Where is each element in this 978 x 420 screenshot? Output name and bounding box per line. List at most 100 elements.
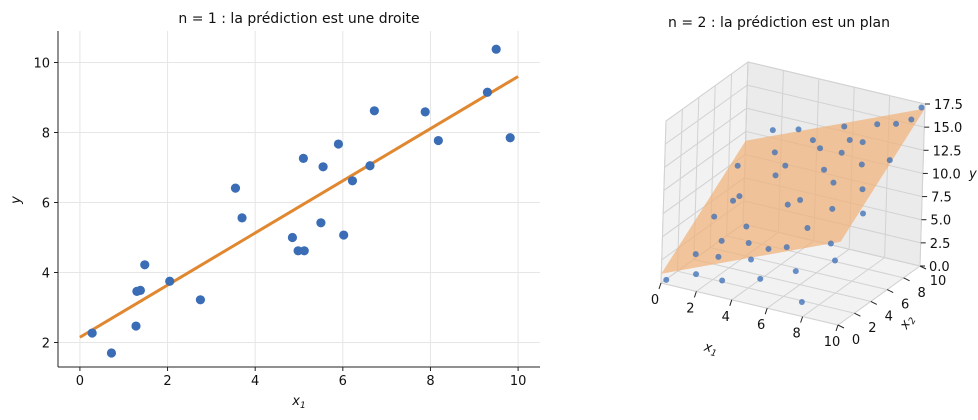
data-point xyxy=(318,162,328,172)
data-point xyxy=(87,328,97,338)
y-tick-label: 0.0 xyxy=(929,260,950,275)
data-point xyxy=(859,186,866,193)
chart-3d-plane xyxy=(661,108,925,274)
grid-line xyxy=(665,61,749,122)
y-tick-label: 5.0 xyxy=(930,214,951,229)
chart-3d-title: n = 2 : la prédiction est un plan xyxy=(668,15,890,31)
chart-3d-y-label: y xyxy=(968,167,977,182)
grid-line xyxy=(693,258,871,302)
x-tick-label: 6 xyxy=(339,374,347,389)
x2-tick-label: 0 xyxy=(852,333,860,348)
x2-tick xyxy=(854,312,861,317)
x1-tick-label: 10 xyxy=(824,335,841,350)
data-point xyxy=(734,162,741,169)
chart-2d-x-label: x1 xyxy=(291,394,305,411)
y-tick-label: 17.5 xyxy=(934,98,963,113)
grid-line xyxy=(837,265,921,326)
chart-3d-x2-label: x2 xyxy=(897,312,919,333)
data-point xyxy=(745,239,752,246)
data-point xyxy=(298,153,308,163)
chart-2d-ticks: 0 2 4 6 8 10 2 4 6 8 10 xyxy=(33,57,526,390)
grid-line xyxy=(663,131,747,191)
data-point xyxy=(771,149,778,156)
data-point xyxy=(838,149,845,156)
data-point xyxy=(482,87,493,97)
y-tick-label: 8 xyxy=(42,127,50,142)
data-point xyxy=(846,136,853,143)
data-point xyxy=(908,116,915,123)
data-point xyxy=(347,176,358,186)
data-point xyxy=(663,276,670,283)
data-point xyxy=(821,166,828,173)
x-tick-label: 8 xyxy=(426,374,434,389)
x1-tick-label: 0 xyxy=(651,293,659,308)
y-tick-label: 10 xyxy=(33,57,50,72)
x2-tick-label: 8 xyxy=(917,286,925,301)
x1-tick-label: 8 xyxy=(792,327,800,342)
y-tick-label: 2.5 xyxy=(930,237,951,252)
x1-tick xyxy=(800,316,804,323)
data-point xyxy=(918,104,925,111)
x1-tick xyxy=(764,308,768,315)
regression-plane xyxy=(661,108,925,274)
data-point xyxy=(817,145,824,152)
x1-tick-label: 2 xyxy=(686,301,694,316)
data-point xyxy=(316,218,326,228)
chart-2d-points xyxy=(87,44,515,358)
y-tick-label: 7.5 xyxy=(931,191,952,206)
chart-3d: n = 2 : la prédiction est un plan 024681… xyxy=(651,15,977,359)
x1-tick xyxy=(729,299,733,306)
data-point xyxy=(505,133,515,143)
data-point xyxy=(783,244,790,251)
data-point xyxy=(195,295,206,305)
data-point xyxy=(718,237,725,244)
data-point xyxy=(772,172,779,179)
data-point xyxy=(692,251,699,258)
data-point xyxy=(782,162,789,169)
data-point xyxy=(841,123,848,130)
data-point xyxy=(859,210,866,217)
x1-tick xyxy=(835,324,839,332)
data-point xyxy=(830,179,837,186)
data-point xyxy=(831,257,838,264)
data-point xyxy=(797,197,804,204)
chart-2d: n = 1 : la prédiction est une droite 0 2 4… xyxy=(9,11,540,411)
data-point xyxy=(736,193,743,200)
data-point xyxy=(792,268,799,275)
grid-line xyxy=(802,257,885,318)
data-point xyxy=(765,245,772,252)
x-tick-label: 0 xyxy=(76,374,84,389)
data-point xyxy=(743,223,750,230)
data-point xyxy=(339,230,349,240)
x-tick-label: 10 xyxy=(510,374,527,389)
data-point xyxy=(893,120,900,127)
grid-line xyxy=(747,61,926,105)
grid-line xyxy=(731,240,815,301)
chart-2d-grid xyxy=(58,31,540,367)
grid-line xyxy=(919,103,926,267)
y-tick-label: 4 xyxy=(42,267,50,282)
data-point xyxy=(693,271,700,278)
data-point xyxy=(719,277,726,284)
x1-tick-label: 4 xyxy=(722,310,730,325)
chart-2d-y-label: y xyxy=(9,196,24,205)
x1-tick xyxy=(658,282,662,290)
x2-tick xyxy=(837,324,845,329)
x2-tick-label: 10 xyxy=(930,274,947,289)
grid-line xyxy=(660,282,839,326)
chart-2d-title: n = 1 : la prédiction est une droite xyxy=(178,11,419,27)
x2-tick xyxy=(886,289,894,294)
data-point xyxy=(804,224,811,231)
data-point xyxy=(433,135,443,146)
data-point xyxy=(827,240,834,247)
grid-line xyxy=(677,270,855,314)
data-point xyxy=(757,275,764,282)
data-point xyxy=(784,201,791,208)
y-tick-label: 6 xyxy=(42,197,50,212)
grid-line xyxy=(664,107,747,168)
grid-line xyxy=(664,84,748,145)
grid-line xyxy=(660,120,667,284)
data-point xyxy=(299,246,309,256)
